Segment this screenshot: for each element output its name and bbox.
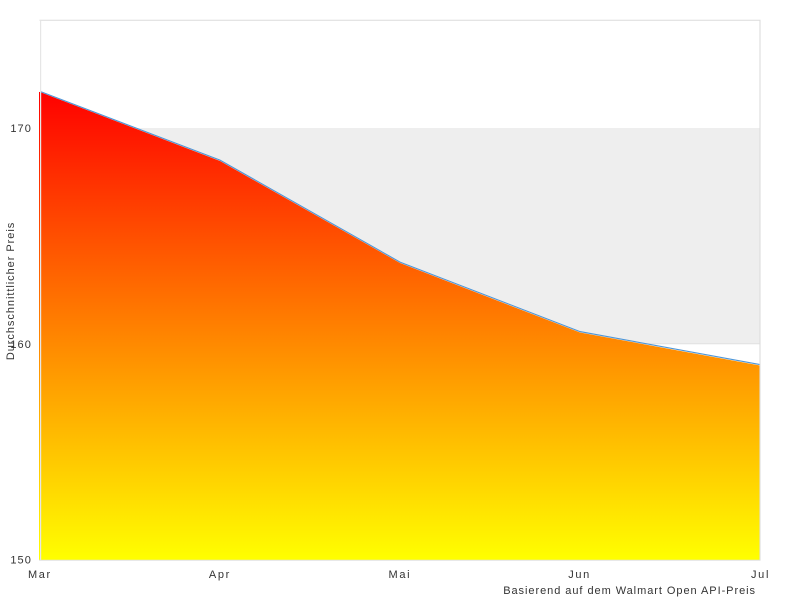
svg-text:160: 160 [10, 339, 32, 351]
svg-text:Jun: Jun [568, 569, 591, 581]
svg-text:Mai: Mai [389, 569, 412, 581]
svg-text:Apr: Apr [209, 569, 231, 581]
svg-text:170: 170 [10, 123, 32, 135]
svg-text:Jul: Jul [751, 569, 770, 581]
svg-text:Mar: Mar [28, 569, 52, 581]
svg-text:150: 150 [10, 555, 32, 567]
svg-text:Durchschnittlicher Preis: Durchschnittlicher Preis [5, 222, 17, 360]
svg-text:Basierend auf dem Walmart Open: Basierend auf dem Walmart Open API-Preis [503, 585, 756, 597]
